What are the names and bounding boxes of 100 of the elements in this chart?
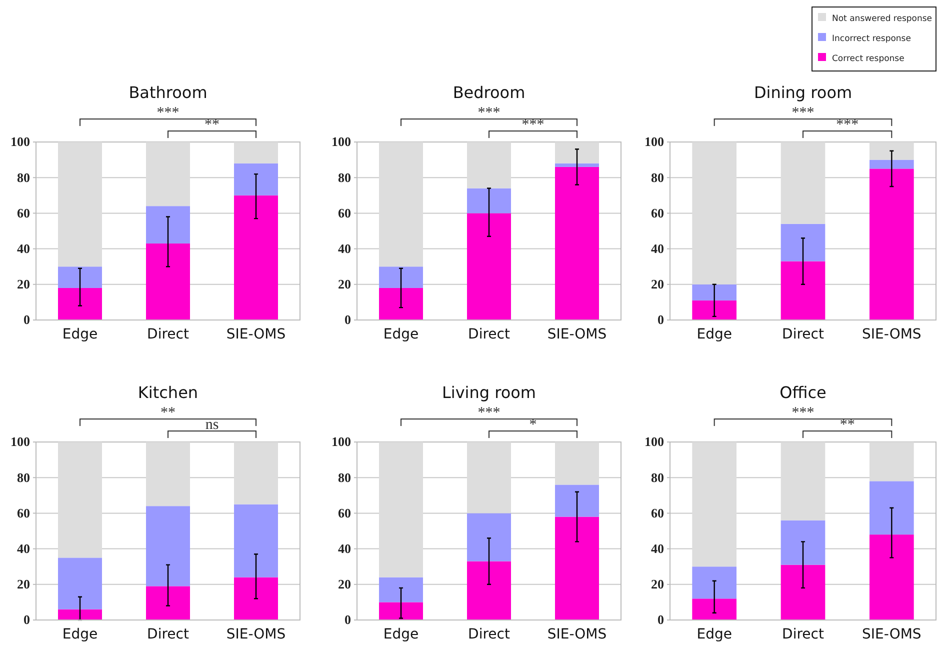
bar [379,266,423,288]
text: *** [836,117,859,133]
bar [146,142,190,206]
text: *** [478,405,500,421]
bar [234,195,278,320]
bar [234,163,278,196]
bar [234,442,278,504]
bar [870,160,914,169]
chart-title: Bedroom [452,83,526,102]
y-tick-label: 60 [651,505,664,520]
chart-title: Bathroom [128,83,208,102]
y-tick-label: 100 [644,134,664,150]
y-tick-label: 40 [17,240,30,256]
y-tick-label: 80 [338,470,351,485]
bar [146,586,190,620]
bar [692,300,736,320]
x-tick-label: Edge [696,326,732,342]
bar [234,142,278,164]
y-tick-label: 100 [644,434,664,450]
y-tick-label: 80 [17,470,30,485]
bar [870,442,914,482]
x-tick-label: Direct [468,326,510,342]
y-tick-label: 0 [658,612,664,628]
text: ns [205,417,219,433]
y-tick-label: 100 [10,134,30,150]
x-tick-label: SIE-OMS [226,626,286,642]
x-tick-label: SIE-OMS [547,626,607,642]
x-tick-label: Direct [782,326,824,342]
x-tick-label: Edge [62,326,98,342]
y-tick-label: 40 [338,540,351,556]
bar [58,142,102,267]
text: ** [204,117,220,133]
x-tick-label: Edge [383,626,419,642]
chart-title: Dining room [754,83,852,102]
bar [146,206,190,244]
bar [555,163,599,167]
text: ** [160,405,176,421]
bar [870,481,914,535]
text: *** [478,105,500,121]
bar [780,520,826,565]
bar [467,513,511,562]
bar [146,442,190,506]
text: *** [522,117,544,133]
text: *** [792,405,814,421]
bar [379,288,423,320]
bar [58,558,102,610]
bar [870,168,914,320]
chart-title: Office [780,383,826,402]
y-tick-label: 80 [338,170,351,185]
bar [780,142,826,224]
bar [234,504,278,578]
y-tick-label: 60 [338,205,351,220]
y-tick-label: 20 [17,576,30,592]
y-tick-label: 20 [651,276,664,292]
bar [692,442,736,567]
x-tick-label: Direct [468,626,510,642]
x-tick-label: Direct [147,326,190,342]
x-tick-label: Edge [62,626,98,642]
bar [379,602,423,620]
y-tick-label: 0 [24,312,30,328]
bar [870,534,914,620]
legend-label: Correct response [832,54,904,64]
bar [58,442,102,558]
bar [780,261,826,320]
bar [692,598,736,620]
y-tick-label: 60 [338,505,351,520]
x-tick-label: SIE-OMS [226,326,286,342]
bar [467,442,511,514]
x-tick-label: SIE-OMS [862,326,922,342]
bar [692,566,736,599]
bar [379,142,423,267]
y-tick-label: 0 [24,612,30,628]
y-tick-label: 80 [651,470,664,485]
bar [58,266,102,288]
bar [870,142,914,160]
x-tick-label: Direct [147,626,190,642]
y-tick-label: 80 [651,170,664,185]
bar [692,284,736,300]
bar [379,577,423,602]
bar [467,213,511,320]
bar [780,564,826,620]
x-tick-label: Direct [782,626,824,642]
y-tick-label: 0 [344,312,351,328]
chart-title: Kitchen [138,383,198,402]
y-tick-label: 20 [338,576,351,592]
y-tick-label: 100 [10,434,30,450]
bar [555,166,599,320]
text: *** [156,105,180,121]
y-tick-label: 0 [658,312,664,328]
y-tick-label: 60 [651,205,664,220]
chart-title: Living room [442,383,536,402]
y-tick-label: 20 [338,276,351,292]
bar [780,224,826,262]
bar [467,188,511,214]
legend-label: Incorrect response [832,34,911,44]
y-tick-label: 40 [651,240,664,256]
bar [58,288,102,320]
bar [379,442,423,578]
bar [234,577,278,620]
bar [555,142,599,164]
